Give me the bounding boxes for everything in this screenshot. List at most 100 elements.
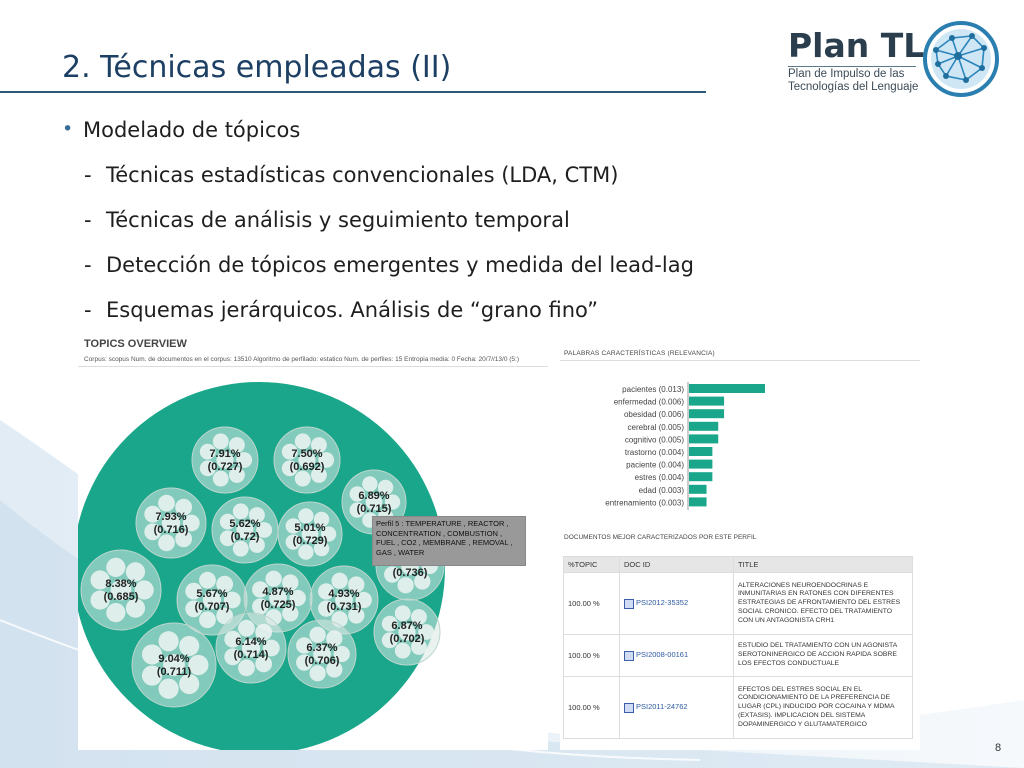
topics-divider	[78, 366, 548, 367]
subtopic-dot	[262, 639, 280, 657]
subtopic-dot	[384, 566, 401, 583]
topic-score-label: (0.727)	[208, 461, 243, 473]
table-header-row: %TOPIC DOC ID TITLE	[563, 556, 913, 573]
subtopic-dot	[320, 526, 337, 542]
topic-score-label: (0.736)	[393, 567, 428, 579]
topic-bubble[interactable]: 8.38%(0.685)	[80, 549, 162, 631]
subtopic-dot	[256, 522, 273, 538]
subtopic-dot	[163, 654, 185, 676]
topic-score-label: (0.716)	[154, 524, 189, 536]
subtopic-dot	[294, 470, 311, 487]
topic-bubble[interactable]: 5.67%(0.707)	[176, 564, 248, 636]
topic-score-label: (0.711)	[157, 666, 192, 678]
subtopic-dot	[294, 433, 311, 450]
subtopic-dot	[175, 530, 193, 548]
subtopic-dot	[282, 605, 299, 622]
logo-divider	[788, 66, 916, 67]
bar-category-label: cerebral (0.005)	[628, 423, 685, 432]
column-header-doc-id[interactable]: DOC ID	[619, 556, 734, 573]
logo-name: Plan TL	[788, 26, 925, 65]
table-row: 100.00 % PSI2011-24762 EFECTOS DEL ESTRE…	[563, 676, 913, 739]
topic-score-label: (0.714)	[234, 649, 269, 661]
sub-bullet-text: Detección de tópicos emergentes y medida…	[106, 253, 694, 277]
topic-bubble[interactable]: 7.93%(0.716)	[135, 487, 207, 559]
subtopic-dot	[179, 673, 200, 695]
subtopic-dot	[161, 513, 181, 533]
topic-bubble[interactable]: 6.14%(0.714)	[215, 612, 287, 684]
logo-subtitle-line2: Tecnologías del Lenguaje	[788, 81, 919, 93]
subtopic-dot	[182, 514, 200, 532]
topic-score-label: (0.692)	[290, 461, 325, 473]
subtopic-dot	[238, 659, 255, 677]
subtopic-dot	[158, 534, 175, 552]
subtopic-dot	[125, 598, 146, 618]
subtopic-dot	[229, 437, 245, 453]
doc-id-link[interactable]: PSI2011-24762	[636, 702, 688, 712]
column-header-title[interactable]: TITLE	[733, 556, 913, 573]
subtopic-dot	[309, 626, 326, 643]
subtopic-dot	[216, 607, 234, 625]
subtopic-dot	[216, 451, 234, 469]
bullet-dot: •	[62, 118, 74, 140]
topic-percent-label: 7.50%	[291, 448, 322, 460]
subtopic-dot	[179, 635, 200, 657]
sub-bullet-dash: -	[84, 298, 92, 322]
subtopic-dot	[158, 631, 179, 652]
doc-id-link[interactable]: PSI2008-00161	[636, 650, 689, 660]
bar	[689, 409, 725, 419]
topic-bubble[interactable]: 7.91%(0.727)	[191, 426, 259, 494]
subtopic-dot	[106, 557, 126, 577]
subtopic-dot	[144, 523, 162, 541]
subtopic-dot	[249, 537, 265, 553]
subtopic-dot	[281, 443, 298, 460]
subtopic-dot	[309, 665, 326, 682]
topic-bubble[interactable]: 5.62%(0.72)	[211, 496, 279, 564]
subtopic-dot	[224, 630, 242, 648]
logo-subtitle-line1: Plan de Impulso de las	[788, 68, 905, 80]
topic-bubble[interactable]: 7.50%(0.692)	[273, 426, 341, 494]
topic-bubble[interactable]: 5.01%(0.729)	[277, 501, 343, 567]
topic-percent-label: 7.93%	[155, 511, 186, 523]
topic-bubble-chart: 7.91%(0.727)7.50%(0.692)6.89%(0.715)7.93…	[78, 382, 445, 750]
topic-bubble[interactable]: 9.04%(0.711)	[131, 622, 217, 708]
topic-score-label: (0.715)	[357, 503, 392, 515]
topic-bubble[interactable]: 4.93%(0.731)	[309, 565, 379, 635]
subtopic-dot	[348, 607, 365, 624]
topic-percent-label: 5.62%	[229, 518, 260, 530]
topic-bubble[interactable]: 6.87%(0.702)	[373, 598, 441, 666]
sub-bullet-text: Esquemas jerárquicos. Análisis de “grano…	[106, 298, 598, 322]
subtopic-dot	[313, 511, 330, 528]
bar-category-label: cognitivo (0.005)	[625, 435, 684, 444]
bar-category-label: edad (0.003)	[639, 486, 685, 495]
subtopic-dot	[318, 452, 335, 468]
doc-id-cell: PSI2012-35352	[619, 572, 734, 635]
bar	[689, 421, 719, 431]
subtopic-dot	[394, 642, 411, 659]
subtopic-dot	[236, 521, 254, 539]
bar-category-label: paciente (0.004)	[626, 461, 684, 470]
subtopic-dot	[141, 665, 163, 686]
subtopic-dot	[252, 598, 269, 615]
subtopic-dot	[318, 583, 335, 600]
bar-category-label: trastorno (0.004)	[625, 448, 684, 457]
column-header-topic[interactable]: %TOPIC	[563, 556, 620, 573]
subtopic-dot	[241, 638, 261, 658]
subtopic-dot	[296, 654, 313, 671]
title-underline	[0, 91, 706, 93]
bar	[689, 484, 707, 494]
doc-id-link[interactable]: PSI2012-35352	[636, 598, 689, 608]
title-cell: EFECTOS DEL ESTRES SOCIAL EN EL CONDICIO…	[733, 676, 913, 739]
subtopic-dot	[212, 470, 229, 487]
topic-score-label: (0.729)	[293, 535, 328, 547]
subtopic-dot	[289, 589, 306, 607]
subtopic-dot	[238, 619, 255, 637]
subtopic-dot	[175, 498, 193, 516]
subtopic-dot	[185, 582, 203, 600]
topic-bubble[interactable]: 6.37%(0.706)	[287, 619, 357, 689]
bar	[689, 472, 713, 482]
subtopic-dot	[349, 486, 365, 502]
subtopic-dot	[90, 570, 110, 590]
subtopic-dot	[185, 600, 203, 618]
subtopic-dot	[331, 572, 348, 589]
sub-bullet-dash: -	[84, 163, 92, 187]
